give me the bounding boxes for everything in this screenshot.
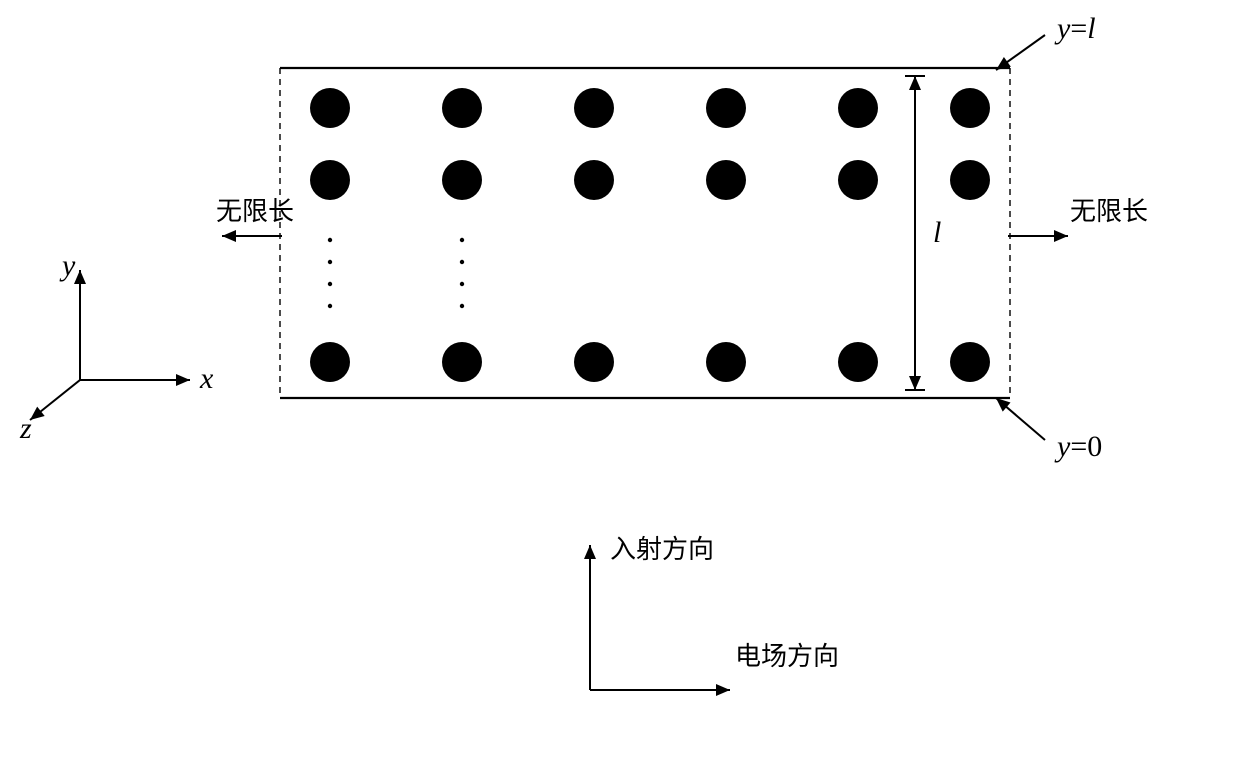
cylinder-dot [310, 88, 350, 128]
arrowhead [909, 376, 921, 390]
axis-y-label: y [59, 249, 76, 282]
label-y-equals-0: y=0 [1054, 430, 1102, 463]
dim-label: l [933, 216, 941, 249]
arrowhead [584, 545, 596, 559]
cylinder-dot [838, 342, 878, 382]
cylinder-dot [950, 160, 990, 200]
arrowhead [222, 230, 236, 242]
vdots [460, 282, 464, 286]
incident-label: 入射方向 [610, 535, 714, 564]
cylinder-dot [442, 342, 482, 382]
cylinder-dot [574, 342, 614, 382]
arrowhead [1054, 230, 1068, 242]
vdots [328, 238, 332, 242]
cylinder-dot [706, 88, 746, 128]
cylinder-dot [310, 342, 350, 382]
arrowhead [909, 76, 921, 90]
vdots [460, 304, 464, 308]
infinite-right-label: 无限长 [1070, 197, 1148, 226]
efield-label: 电场方向 [735, 642, 839, 671]
arrowhead [716, 684, 730, 696]
label-y-equals-l: y=l [1054, 12, 1096, 45]
cylinder-dot [442, 160, 482, 200]
vdots [328, 304, 332, 308]
vdots [460, 260, 464, 264]
arrowhead [30, 407, 45, 420]
cylinder-dot [574, 88, 614, 128]
cylinder-dot [574, 160, 614, 200]
arrowhead [74, 270, 86, 284]
cylinder-dot [706, 342, 746, 382]
arrowhead [176, 374, 190, 386]
cylinder-dot [310, 160, 350, 200]
vdots [460, 238, 464, 242]
axis-x-label: x [199, 362, 214, 395]
vdots [328, 260, 332, 264]
cylinder-dot [442, 88, 482, 128]
axis-z-label: z [19, 412, 32, 445]
cylinder-dot [706, 160, 746, 200]
infinite-left-label: 无限长 [216, 197, 294, 226]
cylinder-dot [838, 88, 878, 128]
cylinder-dot [950, 342, 990, 382]
vdots [328, 282, 332, 286]
cylinder-dot [838, 160, 878, 200]
cylinder-dot [950, 88, 990, 128]
